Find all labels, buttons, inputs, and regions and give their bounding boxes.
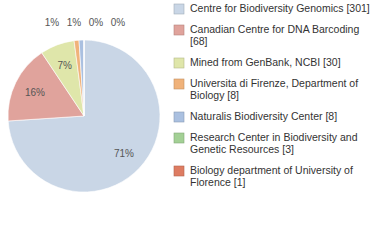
chart: 71% 16% 7% 1% 1% 0% 0% Centre for Biodiversity …	[0, 0, 380, 240]
pie-slice	[8, 40, 160, 192]
legend-label: Biology department of University ofFlore…	[190, 164, 353, 188]
data-label: 71%	[114, 148, 134, 159]
data-label: 0%	[111, 17, 126, 28]
legend-label: Canadian Centre for DNA Barcoding[68]	[190, 23, 359, 47]
legend-item: Mined from GenBank, NCBI [30]	[174, 56, 341, 68]
data-label: 7%	[57, 60, 72, 71]
data-label: 1%	[67, 17, 82, 28]
legend-label: Centre for Biodiversity Genomics [301]	[190, 2, 370, 14]
data-label: 1%	[45, 17, 60, 28]
data-label: 0%	[89, 17, 104, 28]
legend-swatch	[174, 166, 184, 176]
legend-label: Mined from GenBank, NCBI [30]	[190, 56, 341, 68]
legend-swatch	[174, 133, 184, 143]
pie-slice	[74, 40, 84, 116]
legend-item: Naturalis Biodiversity Center [8]	[174, 110, 337, 122]
pie-slice	[42, 41, 84, 116]
legend-swatch	[174, 79, 184, 89]
pie-slice	[84, 40, 85, 116]
legend-swatch	[174, 58, 184, 68]
legend-swatch	[174, 4, 184, 14]
legend-label: Naturalis Biodiversity Center [8]	[190, 110, 337, 122]
legend-item: Biology department of University ofFlore…	[174, 164, 353, 188]
pie-slice	[79, 40, 84, 116]
pie-slice	[84, 40, 85, 116]
legend-item: Universita di Firenze, Department ofBiol…	[174, 77, 358, 101]
pie	[8, 40, 160, 192]
legend-item: Canadian Centre for DNA Barcoding[68]	[174, 23, 359, 47]
legend: Centre for Biodiversity Genomics [301] Ca…	[174, 2, 370, 188]
legend-item: Centre for Biodiversity Genomics [301]	[174, 2, 370, 14]
legend-label: Universita di Firenze, Department ofBiol…	[190, 77, 358, 101]
legend-swatch	[174, 112, 184, 122]
legend-label: Research Center in Biodiversity andGenet…	[190, 131, 358, 155]
data-label: 16%	[25, 87, 45, 98]
legend-item: Research Center in Biodiversity andGenet…	[174, 131, 358, 155]
legend-swatch	[174, 25, 184, 35]
data-labels: 71% 16% 7% 1% 1% 0% 0%	[25, 17, 134, 159]
